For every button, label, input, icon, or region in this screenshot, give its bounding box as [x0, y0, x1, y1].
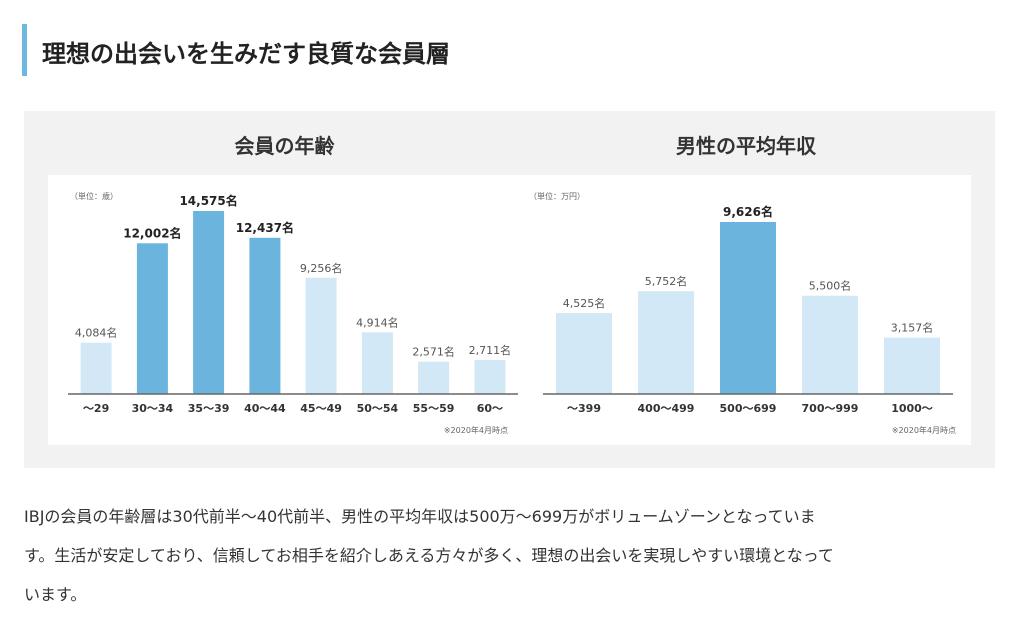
description-line: す。生活が安定しており、信頼してお相手を紹介しあえる方々が多く、理想の出会いを実…	[24, 546, 834, 565]
data-label: 9,626名	[723, 204, 773, 219]
unit-note: （単位：歳）	[70, 191, 118, 201]
age-chart-title: 会員の年齢	[234, 134, 335, 158]
bar	[556, 313, 612, 394]
x-tick-label: 45〜49	[300, 402, 342, 415]
data-label: 4,525名	[563, 296, 606, 310]
age-chart: （単位：歳） 4,084名〜29 12,002名 30〜34 14,575名 35〜39 1…	[68, 191, 518, 435]
data-label: 12,002名	[123, 225, 181, 240]
x-tick-label: 35〜39	[188, 402, 230, 415]
x-tick-label: 〜29	[83, 402, 109, 415]
footnote: ※2020年4月時点	[444, 425, 508, 435]
x-tick-label: 30〜34	[132, 402, 174, 415]
page-title: 理想の出会いを生みだす良質な会員層	[42, 40, 450, 68]
income-chart-card: （単位：万円） 4,525名 〜399 5,752名 400〜499 9,626名 500〜…	[521, 175, 971, 445]
bar	[193, 211, 225, 394]
x-tick-label: 1000〜	[891, 402, 933, 415]
data-label: 3,157名	[891, 321, 934, 335]
description-line: IBJの会員の年齢層は30代前半〜40代前半、男性の平均年収は500万〜699万…	[24, 507, 816, 526]
bar	[418, 361, 450, 394]
description: IBJの会員の年齢層は30代前半〜40代前半、男性の平均年収は500万〜699万…	[24, 497, 999, 614]
income-chart-title: 男性の平均年収	[676, 134, 816, 158]
data-label: 2,571名	[412, 345, 455, 359]
x-tick-label: 40〜44	[244, 402, 286, 415]
data-label: 12,437名	[236, 220, 294, 235]
bar	[249, 237, 281, 394]
x-tick-label: 700〜999	[802, 402, 859, 415]
bar	[884, 337, 940, 394]
section-heading: 理想の出会いを生みだす良質な会員層	[22, 24, 1002, 76]
x-tick-label: 55〜59	[413, 402, 455, 415]
income-chart: （単位：万円） 4,525名〜399 5,752名 400〜499 9,626名 500〜…	[529, 191, 956, 435]
data-label: 14,575名	[179, 193, 237, 208]
x-tick-label: 500〜699	[720, 402, 777, 415]
data-label: 2,711名	[469, 343, 512, 357]
x-tick-label: 400〜499	[638, 402, 695, 415]
heading-accent-bar	[22, 24, 27, 76]
x-tick-label: 50〜54	[357, 402, 399, 415]
footnote: ※2020年4月時点	[892, 425, 956, 435]
data-label: 9,256名	[300, 261, 343, 275]
bar	[638, 291, 694, 394]
data-label: 4,084名	[75, 326, 118, 340]
unit-note: （単位：万円）	[529, 191, 585, 201]
charts-panel: 会員の年齢 （単位：歳） 4,084名 〜29 12,002名 30〜34 14,575名…	[24, 111, 995, 468]
data-label: 5,752名	[645, 274, 688, 288]
description-line: います。	[24, 585, 87, 604]
x-tick-label: 60〜	[477, 402, 503, 415]
bar	[136, 243, 168, 394]
bar	[720, 222, 776, 394]
data-label: 5,500名	[809, 279, 852, 293]
data-label: 4,914名	[356, 315, 399, 329]
age-chart-card: （単位：歳） 4,084名 〜29 12,002名 30〜34 14,575名 35〜39 1…	[48, 175, 521, 445]
x-tick-label: 〜399	[567, 402, 601, 415]
bar	[305, 277, 337, 394]
bar	[802, 295, 858, 394]
bar	[474, 360, 506, 394]
bar	[80, 342, 112, 394]
bar	[361, 332, 393, 394]
